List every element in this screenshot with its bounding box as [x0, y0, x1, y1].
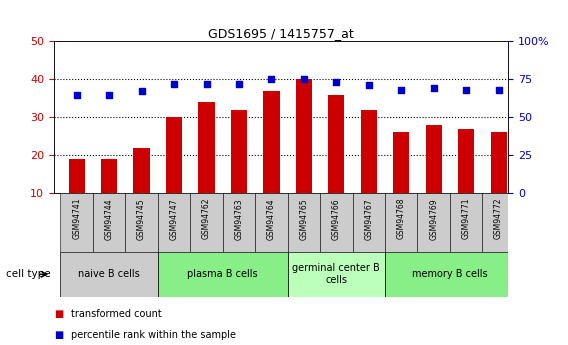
Text: ■: ■ — [54, 330, 63, 339]
Text: GSM94771: GSM94771 — [462, 198, 471, 239]
Text: naive B cells: naive B cells — [78, 269, 140, 279]
Bar — [320, 193, 353, 252]
Text: GSM94766: GSM94766 — [332, 198, 341, 239]
Text: GSM94768: GSM94768 — [397, 198, 406, 239]
Point — [137, 89, 146, 94]
Bar — [287, 252, 385, 297]
Text: germinal center B
cells: germinal center B cells — [293, 264, 380, 285]
Bar — [190, 193, 223, 252]
Bar — [491, 132, 507, 193]
Text: ■: ■ — [54, 309, 63, 319]
Bar — [450, 193, 482, 252]
Bar — [93, 193, 126, 252]
Point — [429, 86, 438, 91]
Text: plasma B cells: plasma B cells — [187, 269, 258, 279]
Point — [267, 77, 276, 82]
Text: transformed count: transformed count — [71, 309, 162, 319]
Point — [364, 83, 373, 88]
Bar — [126, 193, 158, 252]
Point — [396, 87, 406, 93]
Text: GSM94745: GSM94745 — [137, 198, 146, 239]
Text: GSM94765: GSM94765 — [299, 198, 308, 239]
Bar — [287, 193, 320, 252]
Bar — [393, 132, 410, 193]
Bar — [296, 79, 312, 193]
Bar — [385, 252, 515, 297]
Bar — [60, 252, 158, 297]
Point — [169, 81, 178, 87]
Bar — [417, 193, 450, 252]
Point — [202, 81, 211, 87]
Text: GSM94767: GSM94767 — [364, 198, 373, 239]
Point — [235, 81, 244, 87]
Bar — [69, 159, 85, 193]
Bar — [264, 91, 279, 193]
Bar — [385, 193, 417, 252]
Text: memory B cells: memory B cells — [412, 269, 488, 279]
Bar — [482, 193, 515, 252]
Bar — [255, 193, 287, 252]
Bar — [158, 252, 287, 297]
Text: GSM94762: GSM94762 — [202, 198, 211, 239]
Bar — [60, 193, 93, 252]
Bar — [458, 129, 474, 193]
Bar — [353, 193, 385, 252]
Bar — [166, 117, 182, 193]
Bar — [133, 148, 150, 193]
Bar — [158, 193, 190, 252]
Point — [494, 87, 503, 93]
Point — [332, 80, 341, 85]
Text: GSM94744: GSM94744 — [105, 198, 114, 239]
Text: GSM94741: GSM94741 — [72, 198, 81, 239]
Bar — [101, 159, 117, 193]
Title: GDS1695 / 1415757_at: GDS1695 / 1415757_at — [208, 27, 354, 40]
Point — [462, 87, 471, 93]
Point — [105, 92, 114, 97]
Text: percentile rank within the sample: percentile rank within the sample — [71, 330, 236, 339]
Text: cell type: cell type — [6, 269, 51, 279]
Bar — [425, 125, 442, 193]
Bar — [231, 110, 247, 193]
Text: GSM94772: GSM94772 — [494, 198, 503, 239]
Text: GSM94764: GSM94764 — [267, 198, 276, 239]
Bar — [361, 110, 377, 193]
Point — [72, 92, 81, 97]
Bar — [328, 95, 344, 193]
Text: GSM94747: GSM94747 — [170, 198, 178, 239]
Bar — [223, 193, 255, 252]
Text: GSM94769: GSM94769 — [429, 198, 438, 239]
Text: GSM94763: GSM94763 — [235, 198, 244, 239]
Point — [299, 77, 308, 82]
Bar — [198, 102, 215, 193]
